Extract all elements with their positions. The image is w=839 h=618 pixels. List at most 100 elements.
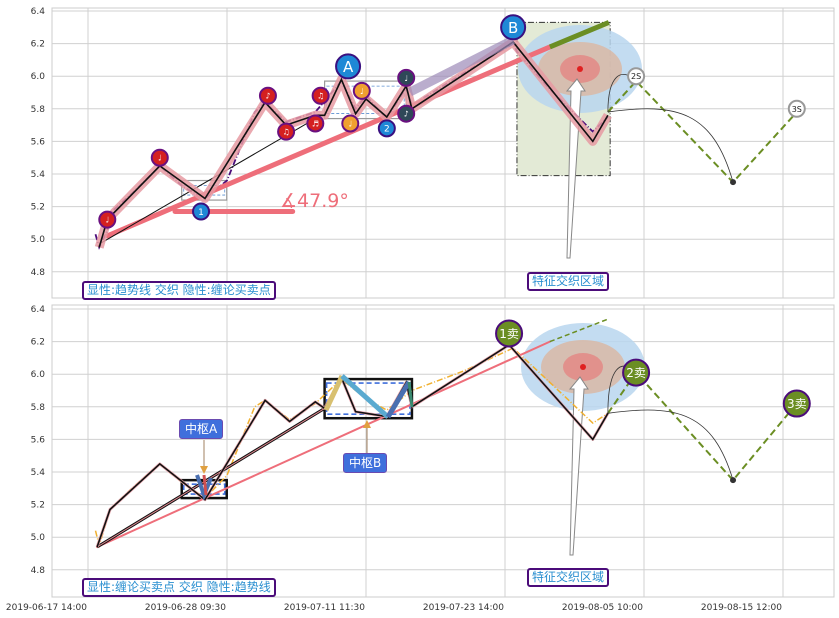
marker-label: B (508, 19, 518, 37)
bottom-y-tick-label: 4.8 (31, 566, 46, 576)
bottom-projection-line (607, 370, 798, 482)
top-marker-red: ♪ (258, 86, 277, 105)
marker-label: ♩ (158, 154, 162, 163)
marker-circle (258, 86, 277, 105)
marker-label: ♩ (404, 74, 408, 83)
marker-label: 2卖 (626, 366, 646, 380)
top-trend-band (407, 35, 516, 97)
pivot-a-label: 中枢A (179, 419, 224, 439)
pivot-a-arrowhead-icon (200, 466, 208, 474)
top-trend-line (104, 44, 553, 239)
pivot-b-arrowhead-icon (363, 420, 371, 428)
bottom-trend-extension (549, 318, 610, 343)
marker-circle (397, 68, 416, 87)
pivot-b-segment (323, 374, 345, 412)
top-trend-extension (548, 20, 610, 50)
top-marker-ghost: 2S (627, 67, 646, 86)
marker-label: 3卖 (787, 397, 807, 411)
top-y-tick-label: 5.4 (31, 170, 46, 180)
bottom-plot-area (51, 304, 835, 598)
marker-circle (377, 119, 396, 138)
top-marker-dark: ♩ (397, 68, 416, 87)
marker-label: 2 (384, 125, 390, 135)
bottom-y-tick-label: 5.4 (31, 468, 46, 478)
top-y-tick-label: 6.4 (31, 7, 46, 17)
bottom-y-tick-label: 5.2 (31, 501, 45, 511)
x-tick-label: 2019-06-28 09:30 (145, 603, 226, 613)
marker-circle (782, 389, 811, 418)
marker-label: ♬ (312, 119, 319, 128)
bottom-y-tick-label: 6.2 (31, 338, 45, 348)
marker-label: 3S (792, 105, 802, 114)
bottom-zone-arrow-icon (568, 376, 589, 556)
top-thin-line (98, 118, 316, 245)
top-marker-ghost: 3S (787, 99, 806, 118)
bottom-y-tick-label: 5.0 (31, 533, 46, 543)
marker-circle (341, 114, 360, 133)
marker-label: ♩ (360, 87, 364, 96)
top-projection-line (607, 79, 798, 184)
top-marker-blue: 2 (377, 119, 396, 138)
bottom-y-tick-label: 5.8 (31, 403, 46, 413)
marker-label: 1卖 (499, 327, 519, 341)
bottom-y-tick-label: 6.4 (31, 305, 46, 315)
top-marker-red: ♩ (98, 210, 117, 229)
bottom-y-tick-label: 6.0 (31, 370, 46, 380)
pivot-a-segment (202, 474, 208, 496)
top-y-tick-label: 4.8 (31, 268, 46, 278)
marker-label: 1 (198, 208, 204, 218)
pivot-a-segment (195, 474, 213, 501)
top-marker-orange: ♩ (352, 81, 371, 100)
bottom-marker-sell: 2卖 (622, 358, 651, 387)
x-tick-label: 2019-07-23 14:00 (423, 603, 504, 613)
top-marker-blue: 1 (192, 202, 211, 221)
top-marker-red: ♩ (150, 148, 169, 167)
bottom-trend-line (96, 340, 551, 548)
bottom-zone-label: 特征交织区域 (527, 568, 610, 587)
top-marker-red: ♫ (311, 86, 330, 105)
bottom-projection-low-dot (730, 477, 737, 484)
marker-circle (500, 14, 527, 41)
marker-label: A (343, 58, 354, 76)
marker-circle (352, 81, 371, 100)
bottom-marker-sell: 1卖 (495, 319, 524, 348)
top-y-tick-label: 6.2 (31, 40, 45, 50)
top-y-tick-label: 5.8 (31, 105, 46, 115)
top-marker-dark: ♪ (397, 104, 416, 123)
pivot-b-label: 中枢B (343, 453, 388, 473)
marker-circle (277, 122, 296, 141)
marker-circle (622, 358, 651, 387)
top-legend-label: 显性:趋势线 交织 隐性:缠论买卖点 (82, 281, 276, 300)
marker-circle (397, 104, 416, 123)
marker-circle (311, 86, 330, 105)
pivot-b-segment (340, 374, 390, 419)
marker-circle (495, 319, 524, 348)
top-marker-big: B (500, 14, 527, 41)
marker-label: ♫ (317, 92, 324, 101)
marker-label: ♫ (283, 128, 290, 137)
top-marker-red: ♫ (277, 122, 296, 141)
bottom-y-tick-label: 5.6 (31, 435, 46, 445)
bottom-legend-label: 显性:缠论买卖点 交织 隐性:趋势线 (82, 578, 276, 597)
x-tick-label: 2019-07-11 11:30 (284, 603, 365, 613)
top-marker-big: A (335, 53, 362, 80)
marker-label: ♩ (348, 119, 352, 128)
x-tick-label: 2019-06-17 14:00 (6, 603, 87, 613)
top-zone-label: 特征交织区域 (527, 272, 610, 291)
marker-label: ♪ (265, 92, 270, 101)
marker-circle (150, 148, 169, 167)
bottom-projection-arc (607, 409, 734, 481)
top-projection-arc (607, 108, 734, 183)
bottom-zone-center-dot (580, 364, 586, 370)
top-projection-low-dot (730, 179, 737, 186)
top-zone-arrow-icon (565, 78, 586, 259)
marker-circle (787, 99, 806, 118)
top-zigzag-line (98, 40, 609, 248)
marker-circle (98, 210, 117, 229)
x-tick-label: 2019-08-05 10:00 (562, 603, 643, 613)
bottom-marker-sell: 3卖 (782, 389, 811, 418)
top-plot-area (51, 7, 835, 299)
marker-label: 2S (631, 72, 641, 81)
marker-label: ♪ (404, 110, 409, 119)
